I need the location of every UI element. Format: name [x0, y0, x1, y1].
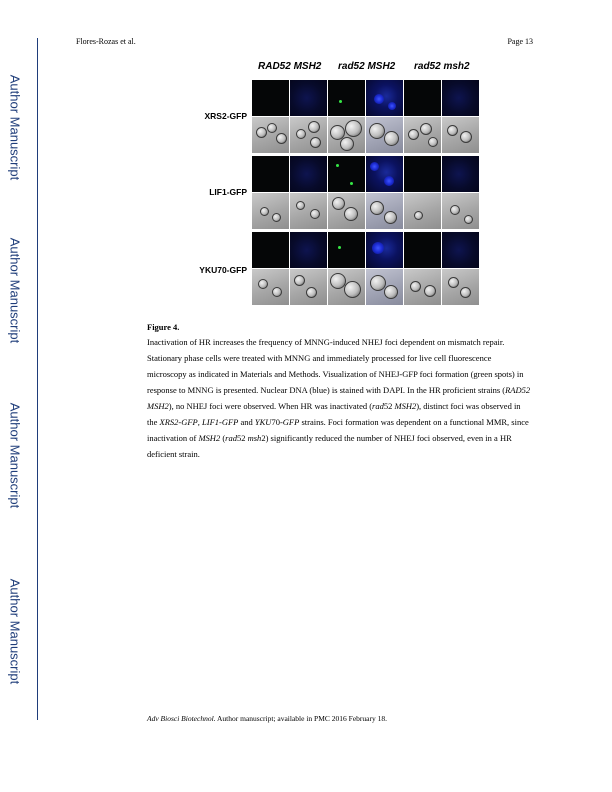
footer-citation: Adv Biosci Biotechnol. Author manuscript…	[147, 714, 387, 723]
micrograph-gfp	[328, 156, 365, 192]
micrograph-dic	[252, 117, 289, 153]
micrograph-dic	[442, 269, 479, 305]
micrograph-gfp	[252, 80, 289, 116]
micrograph-dapi	[290, 80, 327, 116]
column-header: rad52 msh2	[414, 61, 470, 72]
micrograph-dic	[328, 269, 365, 305]
micrograph-dic	[404, 117, 441, 153]
micrograph-dapi	[290, 156, 327, 192]
micrograph-dic	[404, 193, 441, 229]
micrograph-merge	[366, 269, 403, 305]
micrograph-dic	[252, 269, 289, 305]
micrograph-dapi	[366, 156, 403, 192]
micrograph-dapi	[442, 80, 479, 116]
row-label: XRS2-GFP	[204, 111, 247, 121]
micrograph-dic	[328, 117, 365, 153]
micrograph-dapi	[442, 156, 479, 192]
margin-rule	[37, 38, 38, 720]
side-label: Author Manuscript	[7, 237, 23, 343]
micrograph-gfp	[252, 156, 289, 192]
micrograph-gfp	[328, 232, 365, 268]
page-number: Page 13	[507, 37, 533, 46]
micrograph-gfp	[252, 232, 289, 268]
micrograph-dic	[290, 193, 327, 229]
micrograph-dapi	[366, 80, 403, 116]
micrograph-dic	[404, 269, 441, 305]
micrograph-gfp	[404, 80, 441, 116]
micrograph-dic	[328, 193, 365, 229]
column-header: rad52 MSH2	[338, 61, 396, 72]
row-label: LIF1-GFP	[209, 187, 247, 197]
running-head-author: Flores-Rozas et al.	[76, 37, 136, 46]
micrograph-dic	[442, 117, 479, 153]
micrograph-dapi	[366, 232, 403, 268]
micrograph-gfp	[404, 156, 441, 192]
micrograph-gfp	[328, 80, 365, 116]
column-header: RAD52 MSH2	[258, 61, 322, 72]
micrograph-dapi	[290, 232, 327, 268]
micrograph-merge	[366, 117, 403, 153]
side-label: Author Manuscript	[7, 402, 23, 508]
figure-caption-title: Figure 4.	[147, 322, 180, 332]
micrograph-dic	[290, 269, 327, 305]
micrograph-dapi	[442, 232, 479, 268]
micrograph-gfp	[404, 232, 441, 268]
side-label: Author Manuscript	[7, 578, 23, 684]
figure-caption: Inactivation of HR increases the frequen…	[147, 337, 531, 459]
micrograph-dic	[442, 193, 479, 229]
figure-4-image: RAD52 MSH2 rad52 MSH2 rad52 msh2 XRS2-GF…	[192, 57, 482, 307]
micrograph-dic	[252, 193, 289, 229]
side-label: Author Manuscript	[7, 74, 23, 180]
micrograph-merge	[366, 193, 403, 229]
micrograph-dic	[290, 117, 327, 153]
row-label: YKU70-GFP	[199, 265, 247, 275]
